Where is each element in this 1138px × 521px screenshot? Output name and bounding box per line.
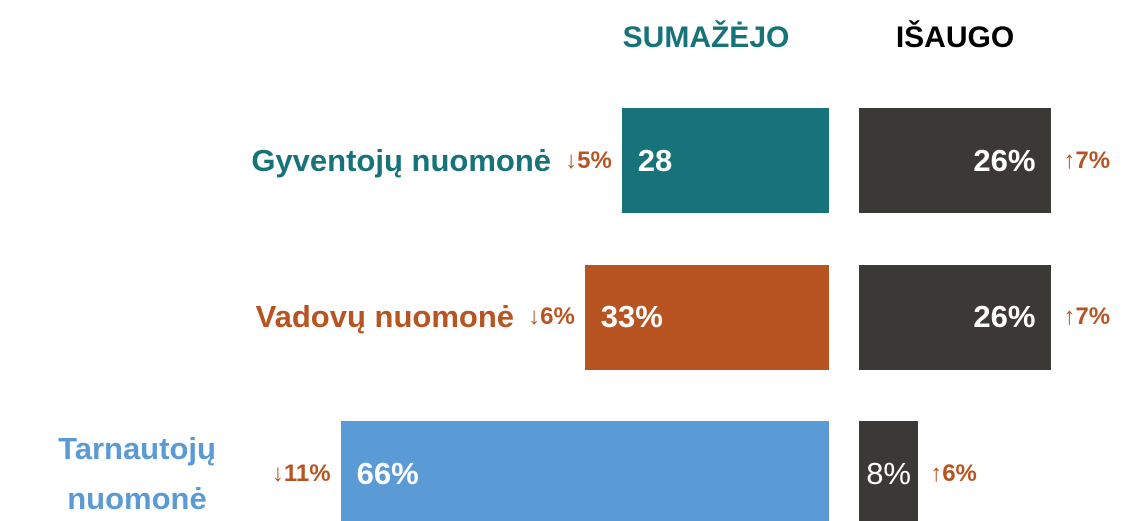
bar [859, 108, 1052, 213]
value-label: 26% [973, 142, 1036, 178]
change-label: ↑6% [930, 459, 977, 487]
value-label: 8% [866, 455, 911, 491]
change-label: ↓5% [565, 146, 612, 174]
bar [584, 264, 829, 370]
bar [621, 108, 829, 213]
value-label: 28 [637, 142, 673, 178]
series-header: SUMAŽĖJO [622, 21, 790, 54]
value-label: 33% [600, 299, 663, 334]
series-header: IŠAUGO [895, 21, 1015, 54]
bar [859, 421, 919, 521]
category-label: Vadovų nuomonė [255, 299, 514, 334]
bar [859, 264, 1052, 370]
category-label: Gyventojų nuomonė [251, 142, 551, 178]
bar [340, 421, 829, 521]
change-label: ↑7% [1063, 146, 1111, 174]
category-label: Tarnautojų nuomonė [58, 430, 216, 516]
value-label: 26% [973, 299, 1036, 334]
change-label: ↓6% [528, 303, 575, 330]
change-label: ↓11% [271, 459, 331, 487]
value-label: 66% [356, 455, 419, 491]
change-label: ↑7% [1063, 303, 1111, 330]
